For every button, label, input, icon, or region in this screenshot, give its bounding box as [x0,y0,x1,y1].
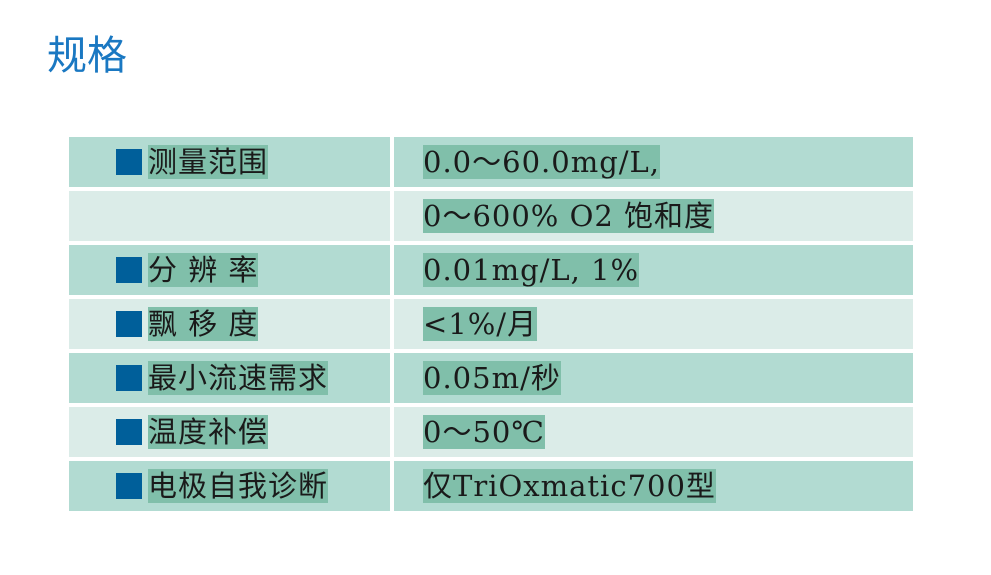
label-text: 分 辨 率 [148,253,259,287]
value-cell: 0.05m/秒 [394,353,913,403]
value-text: 0.05m/秒 [423,361,561,395]
label-text: 电极自我诊断 [148,469,329,503]
square-bullet-icon [116,365,142,391]
value-text: <1%/月 [423,307,538,341]
value-cell: 仅TriOxmatic700型 [394,461,913,511]
square-bullet-icon [116,473,142,499]
label-cell: 飘 移 度 [69,299,390,349]
square-bullet-icon [116,257,142,283]
label-cell: 温度补偿 [69,407,390,457]
table-row: 电极自我诊断 仅TriOxmatic700型 [69,461,913,511]
value-cell: <1%/月 [394,299,913,349]
table-row: 飘 移 度 <1%/月 [69,299,913,349]
spec-table: 测量范围 0.0～60.0mg/L, 0～600% O2 饱和度 分 辨 率 0… [69,137,913,515]
label-cell [69,191,390,241]
value-cell: 0～600% O2 饱和度 [394,191,913,241]
slide-title: 规格 [47,33,127,79]
value-text: 仅TriOxmatic700型 [423,469,716,503]
table-row: 测量范围 0.0～60.0mg/L, [69,137,913,187]
value-text: 0～600% O2 饱和度 [423,199,715,233]
label-text: 温度补偿 [148,415,269,449]
value-cell: 0.0～60.0mg/L, [394,137,913,187]
label-cell: 分 辨 率 [69,245,390,295]
table-row: 最小流速需求 0.05m/秒 [69,353,913,403]
label-cell: 最小流速需求 [69,353,390,403]
table-row: 温度补偿 0～50℃ [69,407,913,457]
value-text: 0～50℃ [423,415,545,449]
square-bullet-icon [116,149,142,175]
label-text: 最小流速需求 [148,361,329,395]
value-cell: 0.01mg/L, 1% [394,245,913,295]
value-text: 0.0～60.0mg/L, [423,145,660,179]
value-cell: 0～50℃ [394,407,913,457]
square-bullet-icon [116,311,142,337]
label-text: 飘 移 度 [148,307,259,341]
table-row: 分 辨 率 0.01mg/L, 1% [69,245,913,295]
label-cell: 电极自我诊断 [69,461,390,511]
value-text: 0.01mg/L, 1% [423,253,640,287]
label-text: 测量范围 [148,145,269,179]
square-bullet-icon [116,419,142,445]
label-cell: 测量范围 [69,137,390,187]
table-row: 0～600% O2 饱和度 [69,191,913,241]
